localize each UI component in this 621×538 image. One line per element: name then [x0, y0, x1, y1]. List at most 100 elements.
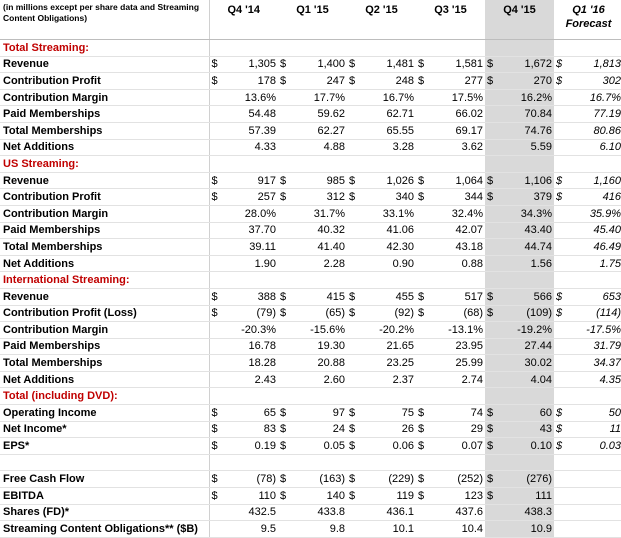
- row-label: Free Cash Flow: [0, 470, 210, 489]
- value-cell: 0.06: [362, 437, 416, 455]
- value-cell: (109): [500, 305, 554, 323]
- dollar-sign: [554, 387, 569, 406]
- value-cell: 74: [431, 404, 485, 422]
- dollar-sign: [485, 155, 500, 173]
- value-cell: 247: [293, 72, 347, 90]
- value-cell: [431, 387, 485, 406]
- value-cell: [224, 454, 278, 472]
- forecast-label: Forecast: [565, 18, 612, 30]
- dollar-sign: [554, 89, 569, 107]
- dollar-sign: [278, 271, 293, 289]
- value-cell: 438.3: [500, 504, 554, 522]
- dollar-sign: $: [278, 305, 293, 323]
- dollar-sign: [209, 271, 224, 289]
- dollar-sign: [278, 122, 293, 140]
- dollar-sign: [416, 155, 431, 173]
- value-cell: 44.74: [500, 238, 554, 256]
- dollar-sign: $: [347, 188, 362, 206]
- value-cell: 27.44: [500, 338, 554, 356]
- value-cell: [362, 271, 416, 289]
- dollar-sign: $: [278, 487, 293, 505]
- value-cell: 33.1%: [362, 205, 416, 223]
- dollar-sign: [209, 39, 224, 57]
- value-cell: 2.74: [431, 371, 485, 389]
- row-label: Net Additions: [0, 371, 210, 389]
- dollar-sign: $: [416, 72, 431, 90]
- dollar-sign: $: [554, 437, 569, 455]
- value-cell: [293, 387, 347, 406]
- value-cell: 37.70: [224, 222, 278, 240]
- table-row: Paid Memberships 54.48 59.62 62.71 66.02 70.8…: [0, 105, 621, 123]
- value-cell: 437.6: [431, 504, 485, 522]
- quarter-header: Q1 '15: [278, 0, 347, 40]
- value-cell: 0.90: [362, 255, 416, 273]
- dollar-sign: [209, 238, 224, 256]
- value-cell: 2.37: [362, 371, 416, 389]
- value-cell: 65.55: [362, 122, 416, 140]
- dollar-sign: [347, 139, 362, 157]
- value-cell: 20.88: [293, 354, 347, 372]
- dollar-sign: [209, 255, 224, 273]
- value-cell: 10.1: [362, 520, 416, 538]
- section-title: Total Streaming:: [0, 39, 210, 57]
- dollar-sign: [278, 321, 293, 339]
- value-cell: 62.27: [293, 122, 347, 140]
- dollar-sign: [416, 255, 431, 273]
- dollar-sign: $: [347, 421, 362, 439]
- value-cell: 2.28: [293, 255, 347, 273]
- dollar-sign: [209, 454, 224, 472]
- value-cell: 74.76: [500, 122, 554, 140]
- dollar-sign: $: [209, 437, 224, 455]
- dollar-sign: [209, 371, 224, 389]
- dollar-sign: [209, 504, 224, 522]
- value-cell: [362, 387, 416, 406]
- dollar-sign: [209, 520, 224, 538]
- table-row: Shares (FD)* 432.5 433.8 436.1 437.6 438.3: [0, 504, 621, 522]
- value-cell: 83: [224, 421, 278, 439]
- value-cell: 0.05: [293, 437, 347, 455]
- value-cell: 432.5: [224, 504, 278, 522]
- dollar-sign: [485, 105, 500, 123]
- value-cell: 123: [431, 487, 485, 505]
- dollar-sign: [485, 222, 500, 240]
- dollar-sign: $: [485, 188, 500, 206]
- dollar-sign: $: [485, 404, 500, 422]
- dollar-sign: [554, 338, 569, 356]
- dollar-sign: [416, 222, 431, 240]
- value-cell: 1,106: [500, 172, 554, 190]
- value-cell: 0.07: [431, 437, 485, 455]
- dollar-sign: $: [485, 487, 500, 505]
- dollar-sign: [278, 454, 293, 472]
- value-cell: 23.95: [431, 338, 485, 356]
- value-cell: 5.59: [500, 139, 554, 157]
- table-row: Contribution Profit $178 $247 $248 $277 $270 $…: [0, 72, 621, 90]
- dollar-sign: [347, 338, 362, 356]
- dollar-sign: [209, 155, 224, 173]
- dollar-sign: $: [278, 72, 293, 90]
- value-cell: 34.3%: [500, 205, 554, 223]
- value-cell: 29: [431, 421, 485, 439]
- value-cell: 45.40: [569, 222, 621, 240]
- value-cell: 16.7%: [362, 89, 416, 107]
- dollar-sign: [554, 371, 569, 389]
- value-cell: 42.30: [362, 238, 416, 256]
- value-cell: 97: [293, 404, 347, 422]
- row-label: Shares (FD)*: [0, 504, 210, 522]
- value-cell: 110: [224, 487, 278, 505]
- quarter-header: Q2 '15: [347, 0, 416, 40]
- dollar-sign: $: [278, 172, 293, 190]
- dollar-sign: $: [485, 470, 500, 489]
- dollar-sign: [278, 238, 293, 256]
- dollar-sign: [485, 39, 500, 57]
- dollar-sign: $: [347, 172, 362, 190]
- value-cell: 50: [569, 404, 621, 422]
- dollar-sign: $: [554, 305, 569, 323]
- value-cell: 1,813: [569, 56, 621, 74]
- value-cell: 11: [569, 421, 621, 439]
- section-row: US Streaming:: [0, 155, 621, 173]
- value-cell: 0.03: [569, 437, 621, 455]
- dollar-sign: [347, 39, 362, 57]
- dollar-sign: $: [554, 421, 569, 439]
- value-cell: 140: [293, 487, 347, 505]
